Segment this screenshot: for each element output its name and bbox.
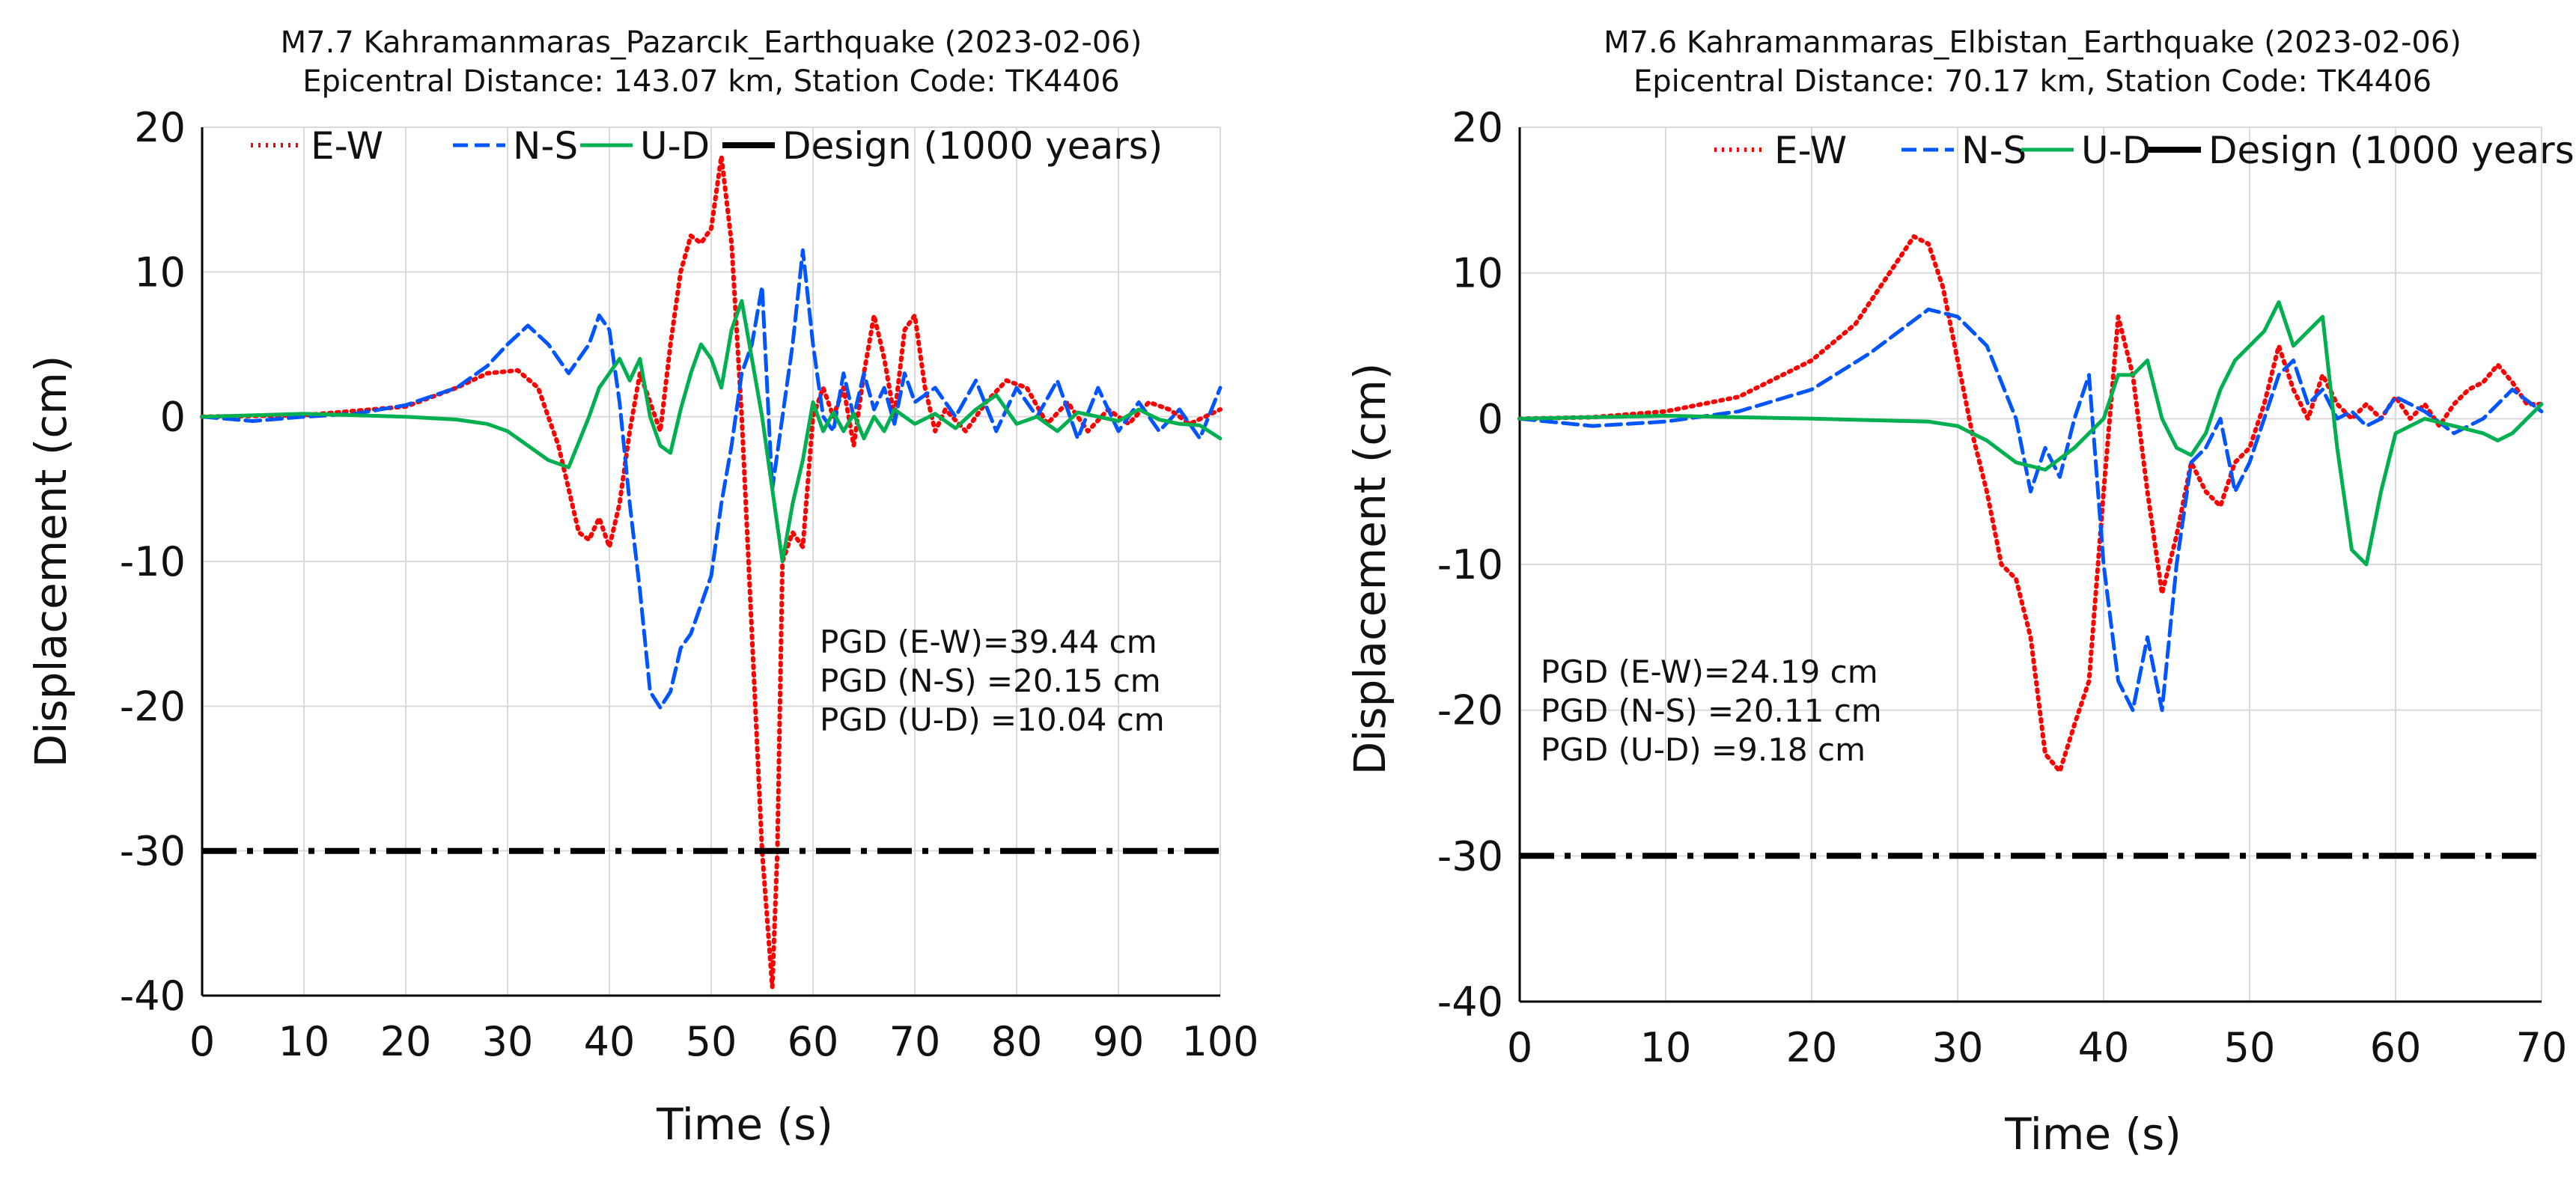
y-tick-label: -10 (1437, 541, 1503, 588)
y-tick-label: -20 (1437, 687, 1503, 734)
x-tick-label: 40 (2078, 1024, 2130, 1071)
x-tick-label: 10 (1640, 1024, 1692, 1071)
legend-label: N-S (513, 124, 578, 168)
x-tick-label: 0 (1507, 1024, 1532, 1071)
x-tick-label: 30 (1932, 1024, 1984, 1071)
y-tick-label: -10 (120, 538, 186, 585)
y-axis-label: Displacement (cm) (25, 356, 76, 768)
y-tick-label: 0 (160, 394, 186, 441)
legend-label: E-W (311, 124, 383, 168)
legend-label: E-W (1774, 129, 1847, 172)
x-tick-label: 70 (889, 1018, 941, 1065)
x-tick-label: 50 (686, 1018, 737, 1065)
chart-pazarcik: 0 10 20 30 40 50 60 70 80 90 100-40-30-20-1001020 … (25, 25, 1259, 1150)
x-axis-label: Time (s) (2004, 1109, 2181, 1160)
series-line-u-d (200, 299, 1222, 564)
plot-area: 0 10 20 30 40 50 60 70 -40 -30 -20 -10 0 10 20 (1437, 104, 2568, 1071)
x-tick-label: 40 (584, 1018, 636, 1065)
legend-label: U-D (640, 124, 710, 168)
x-tick-label: 0 (189, 1018, 215, 1065)
y-tick-label: -40 (1437, 978, 1503, 1026)
x-tick-label: 100 (1181, 1018, 1258, 1065)
chart-panel-pazarcik: 0 10 20 30 40 50 60 70 80 90 100 -40 -30 -20 -10 0 10 20 … (25, 25, 1259, 1150)
series-line-u-d (1517, 300, 2544, 567)
legend-label: Design (1000 years) (2208, 129, 2576, 172)
chart-title: M7.6 Kahramanmaras_Elbistan_Earthquake (… (1604, 25, 2461, 60)
x-tick-label: 50 (2224, 1024, 2276, 1071)
pgd-ud-annotation: PGD (U-D) =9.18 cm (1541, 731, 1866, 768)
x-tick-label: 20 (380, 1018, 432, 1065)
x-tick-label: 70 (2516, 1024, 2568, 1071)
chart-panel-elbistan: 0 10 20 30 40 50 60 70 -40 -30 -20 -10 0 10 20 M7.6 Ka… (1318, 0, 2576, 1179)
y-tick-label: 20 (134, 104, 186, 151)
pgd-ud-annotation: PGD (U-D) =10.04 cm (820, 701, 1165, 738)
pgd-ew-annotation: PGD (E-W)=24.19 cm (1541, 654, 1878, 690)
pgd-ns-annotation: PGD (N-S) =20.15 cm (820, 662, 1161, 699)
legend: E-W N-S U-D Design (1000 years) (251, 124, 1163, 168)
pgd-ns-annotation: PGD (N-S) =20.11 cm (1541, 692, 1882, 729)
chart-elbistan: 0 10 20 30 40 50 60 70 -40 -30 -20 -10 0 10 20 M7.6 Ka… (1345, 25, 2576, 1160)
legend-label: N-S (1961, 129, 2027, 172)
y-tick-label: -40 (120, 972, 186, 1020)
y-tick-label: -20 (120, 683, 186, 730)
legend: E-W N-S U-D Design (1000 years) (1714, 129, 2576, 172)
y-axis-label: Displacement (cm) (1345, 363, 1395, 776)
chart-subtitle: Epicentral Distance: 143.07 km, Station … (302, 64, 1120, 99)
chart-subtitle: Epicentral Distance: 70.17 km, Station C… (1633, 64, 2432, 99)
x-tick-label: 60 (2370, 1024, 2422, 1071)
x-axis-label: Time (s) (656, 1099, 833, 1150)
chart-title: M7.7 Kahramanmaras_Pazarcık_Earthquake (… (281, 25, 1142, 60)
x-tick-label: 60 (788, 1018, 839, 1065)
y-tick-label: 10 (1452, 250, 1503, 297)
y-tick-label: 0 (1478, 395, 1503, 442)
x-tick-label: 10 (278, 1018, 330, 1065)
y-tick-label: -30 (1437, 832, 1503, 880)
y-tick-label: -30 (120, 828, 186, 875)
x-tick-label: 20 (1786, 1024, 1838, 1071)
y-tick-label: 20 (1452, 104, 1503, 151)
series-line-e-w (1517, 234, 2544, 774)
pgd-ew-annotation: PGD (E-W)=39.44 cm (820, 624, 1157, 660)
x-tick-label: 80 (991, 1018, 1043, 1065)
series-line-n-s (1517, 307, 2544, 713)
x-tick-label: 90 (1093, 1018, 1145, 1065)
x-tick-label: 30 (482, 1018, 534, 1065)
y-tick-label: 10 (134, 249, 186, 296)
legend-label: Design (1000 years) (782, 124, 1163, 168)
legend-label: U-D (2081, 129, 2151, 172)
